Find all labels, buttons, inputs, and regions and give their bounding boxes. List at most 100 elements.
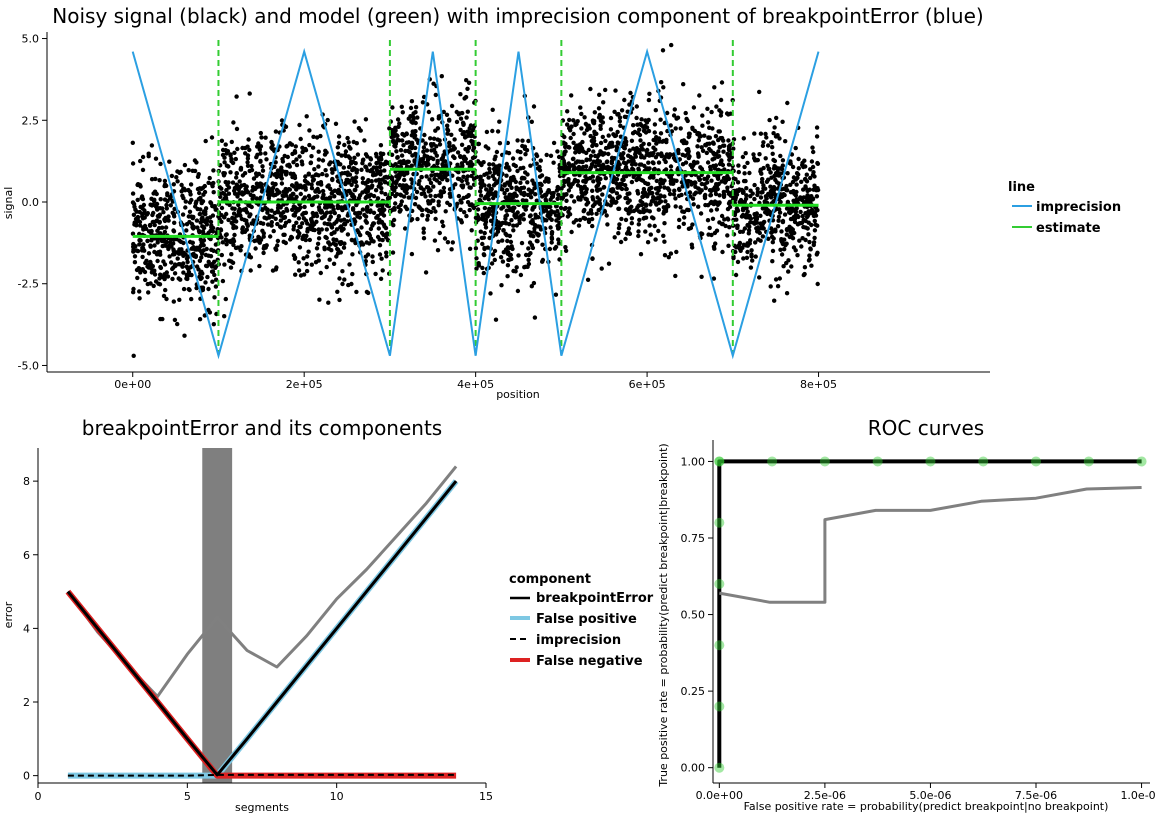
signal-point [428, 193, 433, 198]
signal-point [341, 245, 347, 250]
error-y-tick-label: 0 [23, 770, 30, 783]
signal-point [190, 215, 195, 220]
signal-point [722, 167, 727, 172]
signal-point [301, 216, 306, 221]
signal-point [172, 317, 178, 323]
signal-point [584, 150, 589, 156]
signal-point [308, 160, 313, 166]
signal-point [145, 238, 150, 244]
signal-point [348, 146, 353, 151]
signal-point [535, 166, 540, 171]
signal-point [462, 154, 467, 159]
signal-point [567, 206, 572, 211]
signal-point [278, 218, 283, 223]
signal-point [184, 228, 189, 233]
signal-point [586, 211, 591, 216]
signal-point [716, 149, 721, 154]
roc-point [978, 456, 989, 467]
signal-point [171, 228, 176, 233]
signal-point [348, 161, 354, 166]
signal-point [230, 260, 236, 265]
signal-point [760, 143, 766, 148]
signal-point [324, 173, 329, 178]
signal-point [642, 128, 647, 133]
signal-point [723, 223, 728, 229]
signal-point [629, 138, 635, 143]
optimal-segments-band [202, 448, 233, 783]
signal-point [449, 247, 454, 252]
signal-point [236, 209, 241, 214]
signal-point [758, 213, 763, 218]
signal-point [641, 216, 646, 221]
signal-point [334, 254, 339, 259]
signal-point [306, 249, 311, 254]
signal-point [658, 184, 663, 190]
signal-point [162, 276, 167, 282]
signal-point [201, 209, 207, 214]
signal-point [656, 160, 662, 165]
signal-point [190, 240, 195, 245]
signal-point [377, 237, 382, 242]
signal-point [188, 182, 194, 187]
signal-point [331, 261, 337, 266]
signal-point [342, 170, 348, 176]
signal-point [717, 220, 722, 225]
signal-point [344, 177, 349, 183]
signal-point [149, 177, 155, 182]
signal-point [162, 229, 168, 235]
signal-point [143, 226, 149, 231]
signal-point [584, 197, 589, 202]
signal-point [521, 185, 527, 190]
signal-point [684, 140, 689, 146]
signal-point [715, 176, 721, 181]
signal-point [635, 191, 641, 196]
signal-point [642, 155, 647, 160]
signal-point [407, 144, 413, 150]
signal-point [421, 145, 427, 150]
signal-point [428, 209, 434, 215]
signal-point [239, 244, 244, 249]
signal-point [504, 161, 509, 167]
signal-point [566, 178, 571, 183]
signal-point [222, 155, 227, 160]
roc-point [925, 456, 936, 467]
signal-point [707, 225, 712, 231]
signal-point [646, 128, 652, 134]
signal-point [781, 241, 786, 246]
signal-point [513, 212, 518, 217]
signal-point [379, 230, 385, 236]
signal-point [668, 164, 674, 169]
signal-point [736, 169, 741, 175]
signal-point [548, 212, 553, 217]
signal-point [353, 240, 358, 246]
signal-point [626, 153, 631, 158]
signal-point [389, 175, 395, 180]
signal-point [517, 220, 522, 226]
signal-point [755, 186, 760, 192]
signal-point [590, 256, 595, 261]
signal-point [722, 192, 727, 198]
error-legend-item-breakpointerror: breakpointError [536, 591, 654, 606]
signal-point [556, 241, 562, 246]
signal-point [665, 110, 670, 116]
signal-point [662, 185, 667, 190]
signal-point [698, 211, 704, 216]
signal-point [656, 196, 661, 201]
signal-point [796, 221, 802, 226]
signal-point [461, 195, 466, 201]
signal-point [238, 248, 243, 253]
signal-point [400, 138, 405, 143]
signal-point [812, 235, 817, 241]
signal-point [526, 257, 531, 263]
signal-point [424, 163, 429, 168]
signal-point [526, 261, 532, 267]
signal-point [474, 256, 479, 261]
roc-y-tick-label: 0.75 [681, 532, 706, 545]
signal-point [365, 154, 370, 159]
signal-point [229, 139, 234, 145]
signal-point [308, 223, 313, 228]
signal-point [593, 164, 598, 169]
signal-point [592, 131, 597, 137]
signal-point [247, 147, 252, 153]
signal-point [700, 148, 706, 153]
